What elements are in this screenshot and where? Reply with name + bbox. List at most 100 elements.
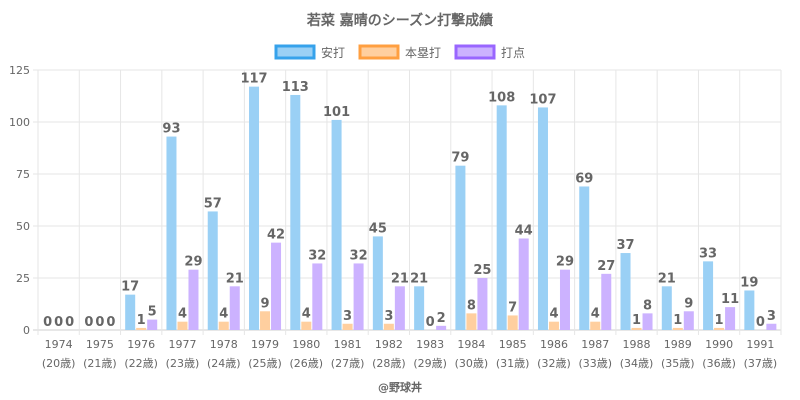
data-label: 0 <box>54 315 63 330</box>
data-label: 5 <box>148 305 157 320</box>
y-tick-label: 100 <box>9 116 30 129</box>
bar-3 <box>147 319 158 330</box>
x-tick-label: 1986 <box>540 338 568 351</box>
data-label: 1 <box>137 313 146 328</box>
data-label: 4 <box>178 307 187 322</box>
data-label: 0 <box>84 315 93 330</box>
x-tick-label: 1983 <box>416 338 444 351</box>
bar-1 <box>125 294 136 330</box>
x-tick-sublabel: (26歳) <box>290 357 324 370</box>
bar-1 <box>620 253 631 330</box>
bar-1 <box>249 86 260 330</box>
data-label: 19 <box>740 275 758 290</box>
bar-3 <box>559 269 570 330</box>
bar-3 <box>312 263 323 330</box>
x-tick-sublabel: (22歳) <box>124 357 158 370</box>
bar-2 <box>672 327 683 330</box>
data-label: 25 <box>473 263 491 278</box>
bar-2 <box>136 327 147 330</box>
bar-2 <box>218 321 229 330</box>
bar-3 <box>353 263 364 330</box>
x-tick-label: 1991 <box>746 338 774 351</box>
data-label: 29 <box>556 255 574 270</box>
data-label: 9 <box>684 296 693 311</box>
bar-3 <box>642 313 653 330</box>
x-tick-sublabel: (25歳) <box>248 357 282 370</box>
data-label: 21 <box>226 271 244 286</box>
data-label: 8 <box>467 298 476 313</box>
bar-3 <box>394 286 405 330</box>
legend-item-2[interactable]: 本塁打 <box>358 44 441 60</box>
x-axis: 1974 (20歳) 1975 (21歳) 1976 (22歳) 1977 (23歳) 1978… <box>42 338 777 370</box>
bar-1 <box>455 165 466 330</box>
bar-1 <box>166 136 177 330</box>
bar-1 <box>703 261 714 330</box>
legend-label: 打点 <box>501 46 525 60</box>
legend[interactable]: 安打 本塁打 打点 <box>274 44 525 60</box>
data-label: 4 <box>591 307 600 322</box>
data-label: 42 <box>267 228 285 243</box>
x-tick-sublabel: (34歳) <box>620 357 654 370</box>
bar-1 <box>207 211 218 330</box>
bar-2 <box>631 327 642 330</box>
bar-1 <box>331 119 342 330</box>
bar-3 <box>683 311 694 330</box>
data-label: 27 <box>597 259 615 274</box>
x-tick-label: 1975 <box>86 338 114 351</box>
chart-title: 若菜 嘉晴のシーズン打撃成績 <box>306 12 493 29</box>
bar-2 <box>342 323 353 330</box>
data-label: 108 <box>488 90 515 105</box>
data-label: 0 <box>106 315 115 330</box>
legend-label: 本塁打 <box>405 46 441 60</box>
y-tick-label: 0 <box>23 324 30 337</box>
legend-label: 安打 <box>321 45 345 60</box>
x-tick-label: 1989 <box>664 338 692 351</box>
bar-3 <box>518 238 529 330</box>
data-label: 0 <box>426 315 435 330</box>
credit-text: @野球丼 <box>378 380 422 394</box>
data-label: 17 <box>121 280 139 295</box>
bar-1 <box>579 186 590 330</box>
bar-3 <box>229 286 240 330</box>
bar-3 <box>436 325 447 330</box>
legend-item-3[interactable]: 打点 <box>454 44 525 60</box>
data-label: 29 <box>184 255 202 270</box>
data-label: 113 <box>282 80 309 95</box>
grid <box>33 69 782 335</box>
bar-1 <box>414 286 425 330</box>
data-label: 21 <box>410 271 428 286</box>
bar-2 <box>177 321 188 330</box>
data-label: 21 <box>391 271 409 286</box>
data-label: 1 <box>673 313 682 328</box>
legend-item-1[interactable]: 安打 <box>274 44 345 60</box>
bar-1 <box>372 236 383 330</box>
data-label: 32 <box>350 248 368 263</box>
x-tick-label: 1990 <box>705 338 733 351</box>
bar-2 <box>466 313 477 330</box>
bar-2 <box>260 311 271 330</box>
bar-1 <box>537 107 548 330</box>
data-label: 57 <box>204 196 222 211</box>
x-tick-sublabel: (28歳) <box>372 357 406 370</box>
data-label: 7 <box>508 300 517 315</box>
data-label: 3 <box>767 309 776 324</box>
y-tick-label: 125 <box>9 64 30 77</box>
data-label: 117 <box>240 72 267 87</box>
x-tick-label: 1976 <box>127 338 155 351</box>
x-tick-label: 1981 <box>334 338 362 351</box>
data-label: 45 <box>369 221 387 236</box>
data-label: 107 <box>529 92 556 107</box>
bar-1 <box>496 105 507 330</box>
data-label: 44 <box>515 223 533 238</box>
y-tick-label: 25 <box>16 272 30 285</box>
data-label: 69 <box>575 171 593 186</box>
bar-2 <box>383 323 394 330</box>
data-label: 79 <box>451 151 469 166</box>
data-label: 4 <box>219 307 228 322</box>
x-tick-label: 1982 <box>375 338 403 351</box>
x-tick-label: 1987 <box>581 338 609 351</box>
data-label: 0 <box>43 315 52 330</box>
x-tick-label: 1988 <box>623 338 651 351</box>
data-label: 2 <box>437 311 446 326</box>
legend-swatch <box>454 44 496 60</box>
